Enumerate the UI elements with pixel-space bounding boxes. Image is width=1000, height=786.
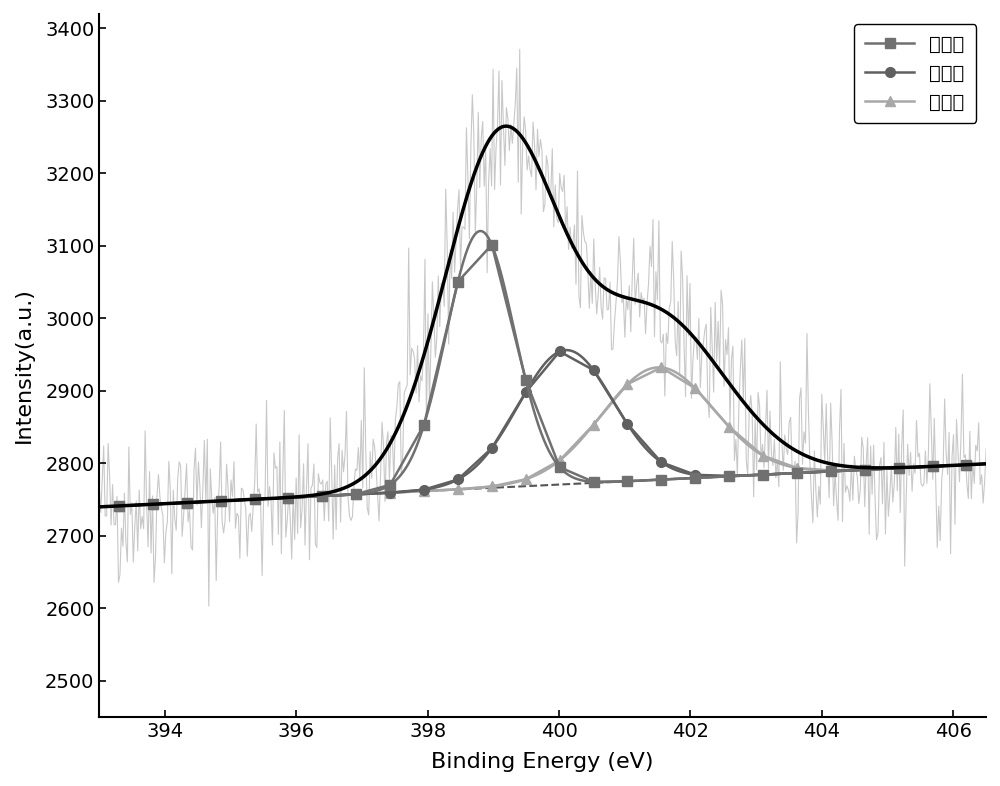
吠咏氮 <box>859 465 871 475</box>
吠啺氮 <box>825 467 837 476</box>
吠啺氮 <box>418 420 430 429</box>
石墨氮 <box>960 460 972 469</box>
石墨氮 <box>723 422 735 432</box>
吠咏氮 <box>147 500 159 509</box>
石墨氮 <box>486 482 498 491</box>
Y-axis label: Intensity(a.u.): Intensity(a.u.) <box>14 288 34 443</box>
吠啺氮 <box>486 240 498 249</box>
石墨氮 <box>893 463 905 472</box>
吠咏氮 <box>181 498 193 507</box>
石墨氮 <box>452 484 464 494</box>
Line: 吠啺氮: 吠啺氮 <box>114 240 971 511</box>
吠啺氮 <box>859 465 871 475</box>
Line: 吠咏氮: 吠咏氮 <box>114 347 971 511</box>
石墨氮 <box>554 456 566 465</box>
石墨氮 <box>113 501 125 511</box>
吠啺氮 <box>215 496 227 505</box>
Line: 石墨氮: 石墨氮 <box>114 362 971 511</box>
吠咏氮 <box>418 485 430 494</box>
石墨氮 <box>282 493 294 502</box>
石墨氮 <box>791 463 803 472</box>
X-axis label: Binding Energy (eV): Binding Energy (eV) <box>431 752 654 772</box>
吠咏氮 <box>893 464 905 473</box>
石墨氮 <box>215 496 227 505</box>
吠咏氮 <box>249 494 261 504</box>
吠啺氮 <box>113 501 125 511</box>
吠咏氮 <box>689 470 701 479</box>
石墨氮 <box>384 488 396 498</box>
吠咏氮 <box>350 490 362 499</box>
石墨氮 <box>588 420 600 429</box>
吠啺氮 <box>791 468 803 478</box>
吠咏氮 <box>452 475 464 484</box>
吠啺氮 <box>520 375 532 384</box>
吠啺氮 <box>147 500 159 509</box>
吠啺氮 <box>621 476 633 486</box>
吠咏氮 <box>486 443 498 453</box>
Legend: 吠啺氮, 吠咏氮, 石墨氮: 吠啺氮, 吠咏氮, 石墨氮 <box>854 24 976 123</box>
吠啺氮 <box>554 462 566 472</box>
吠啺氮 <box>655 475 667 484</box>
石墨氮 <box>621 380 633 389</box>
石墨氮 <box>147 500 159 509</box>
吠啺氮 <box>723 472 735 481</box>
吠咏氮 <box>520 387 532 397</box>
石墨氮 <box>520 475 532 484</box>
吠咏氮 <box>960 460 972 469</box>
吠咏氮 <box>316 491 328 501</box>
石墨氮 <box>927 461 939 471</box>
吠咏氮 <box>791 468 803 478</box>
吠啺氮 <box>316 491 328 501</box>
吠啺氮 <box>689 473 701 483</box>
吠啺氮 <box>384 480 396 490</box>
吠咏氮 <box>927 461 939 471</box>
吠咏氮 <box>282 493 294 502</box>
吠咏氮 <box>621 419 633 428</box>
吠啺氮 <box>282 493 294 502</box>
吠啺氮 <box>452 277 464 286</box>
吠咏氮 <box>554 347 566 356</box>
吠啺氮 <box>893 464 905 473</box>
吠啺氮 <box>181 498 193 507</box>
吠啺氮 <box>249 494 261 504</box>
吠咏氮 <box>384 488 396 498</box>
石墨氮 <box>181 498 193 507</box>
吠咏氮 <box>655 457 667 467</box>
吠啺氮 <box>350 490 362 499</box>
石墨氮 <box>757 451 769 461</box>
吠咏氮 <box>757 470 769 479</box>
石墨氮 <box>655 363 667 373</box>
吠咏氮 <box>113 501 125 511</box>
石墨氮 <box>859 465 871 474</box>
石墨氮 <box>350 490 362 499</box>
吠啺氮 <box>588 477 600 487</box>
石墨氮 <box>316 491 328 501</box>
吠啺氮 <box>927 461 939 471</box>
吠咏氮 <box>215 496 227 505</box>
吠咏氮 <box>723 472 735 481</box>
吠啺氮 <box>757 470 769 479</box>
石墨氮 <box>689 384 701 393</box>
吠啺氮 <box>960 460 972 469</box>
吠咏氮 <box>588 365 600 375</box>
吠咏氮 <box>825 467 837 476</box>
石墨氮 <box>825 466 837 476</box>
石墨氮 <box>249 494 261 504</box>
石墨氮 <box>418 487 430 496</box>
